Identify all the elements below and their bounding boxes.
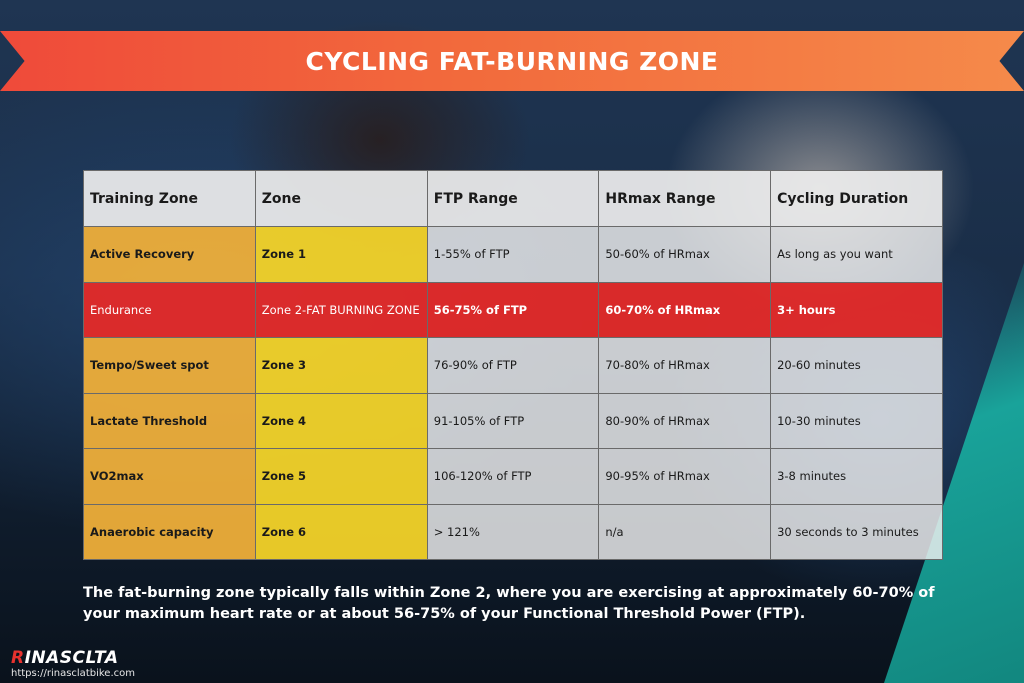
- caption-line-2: your maximum heart rate or at about 56-7…: [83, 606, 806, 622]
- table-row-highlighted: Endurance Zone 2-FAT BURNING ZONE 56-75%…: [83, 281, 943, 338]
- header-cycling-duration: Cycling Duration: [770, 170, 943, 227]
- training-zone-table: Training Zone Zone FTP Range HRmax Range…: [83, 170, 943, 560]
- logo-accent-letter: R: [11, 648, 25, 668]
- title-banner: CYCLING FAT-BURNING ZONE: [0, 31, 1024, 91]
- cell-zone: Zone 6: [254, 503, 428, 560]
- cell-training-zone: Anaerobic capacity: [83, 503, 256, 560]
- brand-logo: RINASCLTA: [11, 648, 118, 668]
- table-row: Active Recovery Zone 1 1-55% of FTP 50-6…: [83, 226, 943, 283]
- cell-zone: Zone 2-FAT BURNING ZONE: [254, 281, 428, 338]
- cell-hrmax-range: 50-60% of HRmax: [598, 226, 772, 283]
- cell-ftp-range: 1-55% of FTP: [426, 226, 600, 283]
- cell-duration: 3-8 minutes: [770, 448, 943, 505]
- cell-ftp-range: 56-75% of FTP: [426, 281, 600, 338]
- cell-ftp-range: > 121%: [426, 503, 600, 560]
- cell-duration: 30 seconds to 3 minutes: [770, 503, 943, 560]
- cell-duration: 3+ hours: [770, 281, 943, 338]
- caption-line-1: The fat-burning zone typically falls wit…: [83, 585, 935, 601]
- header-training-zone: Training Zone: [83, 170, 256, 227]
- table-header-row: Training Zone Zone FTP Range HRmax Range…: [83, 170, 943, 227]
- cell-hrmax-range: 90-95% of HRmax: [598, 448, 772, 505]
- logo-text: INASCLTA: [24, 648, 119, 668]
- cell-zone: Zone 1: [254, 226, 428, 283]
- table-row: Anaerobic capacity Zone 6 > 121% n/a 30 …: [83, 503, 943, 560]
- header-zone: Zone: [254, 170, 428, 227]
- cell-hrmax-range: 80-90% of HRmax: [598, 392, 772, 449]
- page-title: CYCLING FAT-BURNING ZONE: [305, 46, 719, 76]
- cell-training-zone: Endurance: [83, 281, 256, 338]
- cell-hrmax-range: 70-80% of HRmax: [598, 337, 772, 394]
- cell-training-zone: VO2max: [83, 448, 256, 505]
- caption-text: The fat-burning zone typically falls wit…: [83, 583, 943, 625]
- cell-training-zone: Active Recovery: [83, 226, 256, 283]
- header-ftp-range: FTP Range: [426, 170, 600, 227]
- cell-zone: Zone 3: [254, 337, 428, 394]
- cell-hrmax-range: n/a: [598, 503, 772, 560]
- cell-hrmax-range: 60-70% of HRmax: [598, 281, 772, 338]
- cell-duration: 10-30 minutes: [770, 392, 943, 449]
- table-row: Tempo/Sweet spot Zone 3 76-90% of FTP 70…: [83, 337, 943, 394]
- header-hrmax-range: HRmax Range: [598, 170, 772, 227]
- cell-ftp-range: 76-90% of FTP: [426, 337, 600, 394]
- cell-duration: 20-60 minutes: [770, 337, 943, 394]
- cell-training-zone: Tempo/Sweet spot: [83, 337, 256, 394]
- cell-ftp-range: 91-105% of FTP: [426, 392, 600, 449]
- cell-zone: Zone 4: [254, 392, 428, 449]
- cell-ftp-range: 106-120% of FTP: [426, 448, 600, 505]
- table-row: VO2max Zone 5 106-120% of FTP 90-95% of …: [83, 448, 943, 505]
- cell-zone: Zone 5: [254, 448, 428, 505]
- cell-duration: As long as you want: [770, 226, 943, 283]
- table-row: Lactate Threshold Zone 4 91-105% of FTP …: [83, 392, 943, 449]
- site-url: https://rinasclatbike.com: [11, 668, 135, 679]
- cell-training-zone: Lactate Threshold: [83, 392, 256, 449]
